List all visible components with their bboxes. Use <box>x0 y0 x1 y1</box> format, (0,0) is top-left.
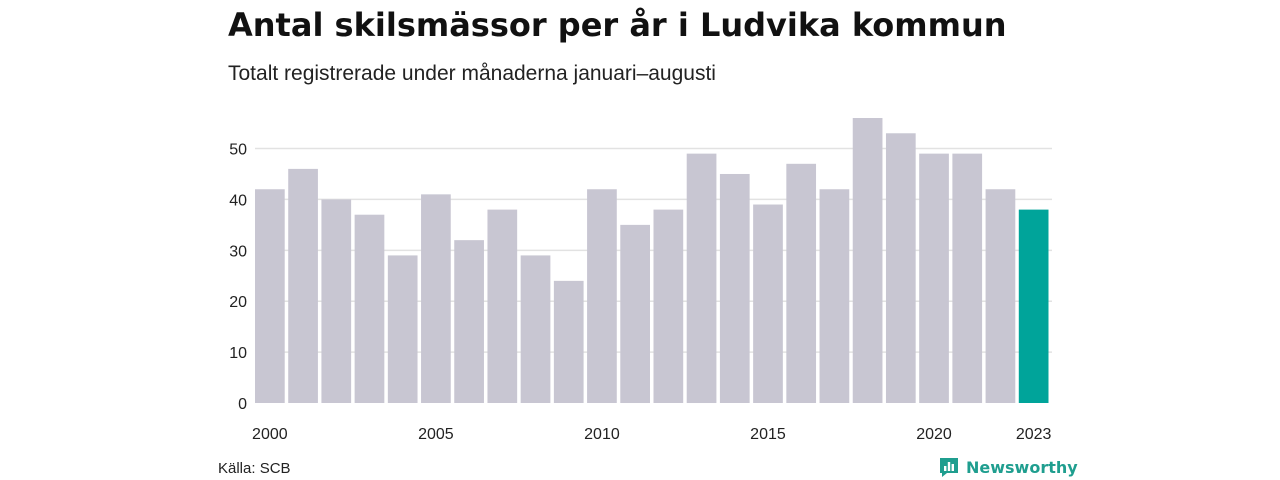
bar <box>387 255 418 403</box>
brand-name: Newsworthy <box>966 457 1078 477</box>
bar <box>686 153 717 404</box>
x-tick-label: 2023 <box>1016 426 1052 443</box>
bar <box>454 240 484 403</box>
bar <box>553 280 584 403</box>
y-tick-label: 30 <box>229 243 247 260</box>
bar <box>819 189 850 403</box>
bar <box>487 209 518 403</box>
x-tick-label: 2015 <box>750 426 786 443</box>
bar <box>321 199 352 403</box>
source-label: Källa: SCB <box>218 460 291 477</box>
bar <box>919 153 949 404</box>
y-tick-label: 20 <box>229 294 247 311</box>
bar <box>786 163 817 403</box>
bar <box>952 153 983 404</box>
bar <box>1018 209 1049 403</box>
y-tick-label: 50 <box>229 142 247 159</box>
bar <box>753 204 783 403</box>
brand-logo: Newsworthy <box>938 456 1078 478</box>
chart-title: Antal skilsmässor per år i Ludvika kommu… <box>228 6 1007 44</box>
x-tick-label: 2000 <box>252 426 288 443</box>
bar <box>885 133 916 403</box>
x-tick-label: 2020 <box>916 426 952 443</box>
bar <box>852 118 883 403</box>
chart-subtitle: Totalt registrerade under månaderna janu… <box>228 62 716 85</box>
y-tick-label: 0 <box>238 396 247 413</box>
bar <box>653 209 684 403</box>
y-tick-label: 10 <box>229 345 247 362</box>
bar <box>421 194 451 403</box>
x-tick-label: 2005 <box>418 426 454 443</box>
bar <box>620 224 650 404</box>
bar <box>288 168 318 403</box>
newsworthy-logo-icon <box>940 458 958 477</box>
x-tick-label: 2010 <box>584 426 620 443</box>
bar <box>985 189 1016 403</box>
bar <box>255 189 285 403</box>
bar <box>520 255 551 403</box>
bar <box>587 189 617 403</box>
bar <box>354 214 385 403</box>
y-tick-label: 40 <box>229 192 247 209</box>
bar <box>719 173 750 403</box>
